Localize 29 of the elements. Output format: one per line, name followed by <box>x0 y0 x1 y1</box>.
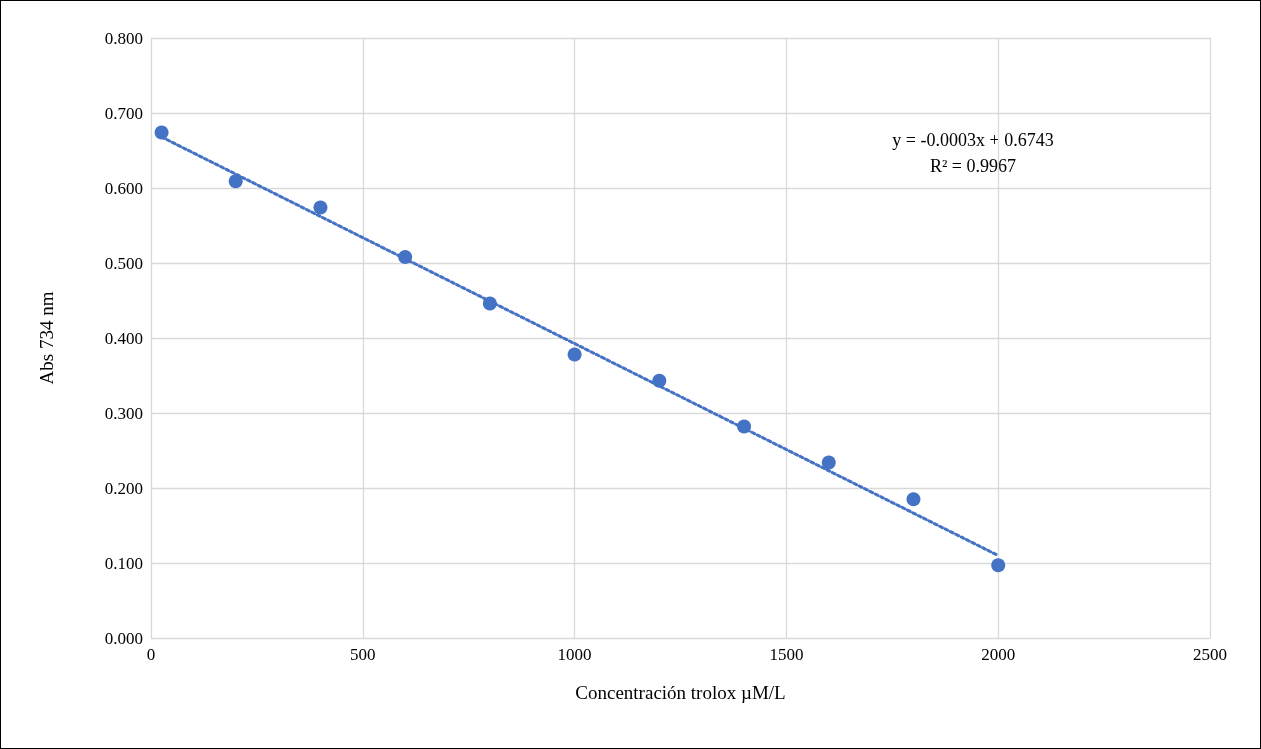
y-tick-label: 0.100 <box>104 553 143 573</box>
point <box>313 200 328 215</box>
point <box>567 347 582 362</box>
annotation: R² = 0.9967 <box>929 156 1017 176</box>
x-tick-label: 2500 <box>1193 645 1227 664</box>
y-tick-label: 0.400 <box>104 328 143 348</box>
y-tick-label: 0.700 <box>104 103 143 123</box>
point <box>398 250 413 264</box>
point <box>906 492 921 507</box>
y-tick-label: 0.600 <box>104 178 143 198</box>
x-tick-label: 2000 <box>981 645 1016 664</box>
point <box>482 296 497 311</box>
y-tick-label: 0.000 <box>104 628 143 648</box>
x-tick-label: 500 <box>350 645 376 664</box>
x-tick-label: 1500 <box>769 645 804 664</box>
point <box>228 174 243 189</box>
y-axis-title: Abs 734 nm <box>36 291 57 385</box>
x-tick-label: 1000 <box>557 645 592 664</box>
x-tick-label: 0 <box>146 645 156 664</box>
point <box>154 125 169 140</box>
x-axis-title: Concentración trolox µM/L <box>575 682 786 703</box>
y-tick-label: 0.800 <box>104 28 143 48</box>
point <box>821 455 836 470</box>
point <box>991 558 1006 573</box>
y-tick-label: 0.300 <box>104 403 143 423</box>
point <box>652 373 667 388</box>
point <box>737 419 752 434</box>
y-tick-label: 0.500 <box>104 253 143 273</box>
y-tick-label: 0.200 <box>104 478 143 498</box>
